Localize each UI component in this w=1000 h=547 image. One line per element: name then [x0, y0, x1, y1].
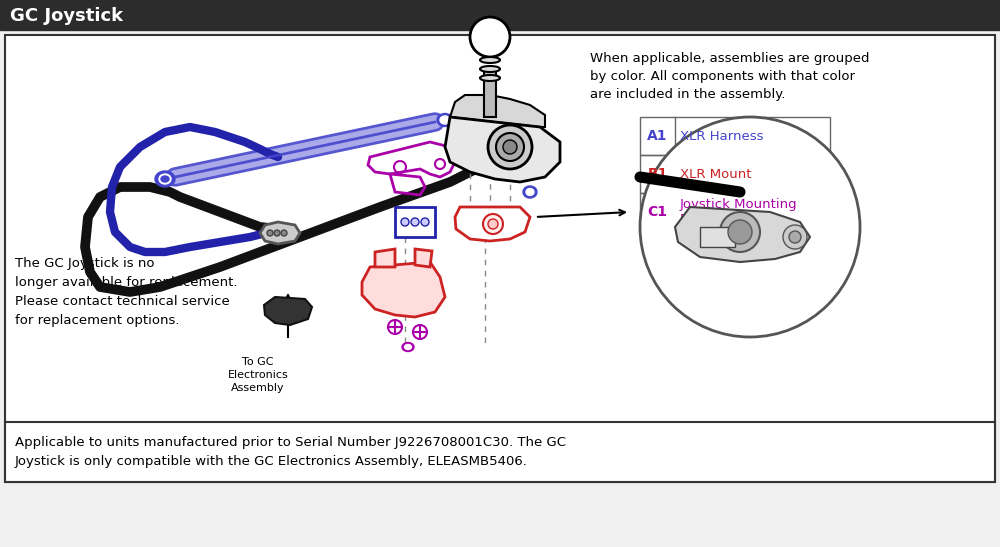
Text: The GC Joystick is no
longer available for replacement.
Please contact technical: The GC Joystick is no longer available f…	[15, 257, 238, 327]
Circle shape	[789, 231, 801, 243]
Text: GC Joystick: GC Joystick	[10, 7, 123, 25]
Circle shape	[267, 230, 273, 236]
Text: C1: C1	[648, 205, 668, 219]
Text: XLR Harness: XLR Harness	[680, 130, 764, 143]
Polygon shape	[260, 222, 300, 244]
Circle shape	[411, 218, 419, 226]
Circle shape	[388, 320, 402, 334]
Bar	[484, 67, 496, 117]
Text: Applicable to units manufactured prior to Serial Number J9226708001C30. The GC
J: Applicable to units manufactured prior t…	[15, 436, 566, 468]
Polygon shape	[675, 207, 810, 262]
Bar	[5, 35, 995, 482]
Ellipse shape	[480, 57, 500, 63]
Circle shape	[483, 214, 503, 234]
Bar	[640, 155, 830, 193]
Ellipse shape	[404, 345, 412, 350]
Text: A1: A1	[647, 129, 668, 143]
Polygon shape	[362, 262, 445, 317]
Polygon shape	[445, 117, 560, 182]
Text: XLR Mount: XLR Mount	[680, 167, 752, 181]
Ellipse shape	[159, 174, 171, 184]
Bar	[640, 117, 830, 155]
Ellipse shape	[480, 75, 500, 81]
Text: B1: B1	[647, 167, 668, 181]
Ellipse shape	[480, 66, 500, 72]
Bar	[395, 207, 435, 237]
Circle shape	[496, 133, 524, 161]
Circle shape	[640, 117, 860, 337]
Ellipse shape	[523, 186, 537, 198]
Circle shape	[421, 218, 429, 226]
Circle shape	[720, 212, 760, 252]
Ellipse shape	[402, 342, 414, 352]
Text: To GC
Electronics
Assembly: To GC Electronics Assembly	[228, 357, 288, 393]
Circle shape	[728, 220, 752, 244]
Circle shape	[413, 325, 427, 339]
Circle shape	[488, 219, 498, 229]
Bar	[700, 227, 735, 247]
Ellipse shape	[155, 171, 175, 187]
Bar	[640, 193, 830, 231]
Polygon shape	[264, 297, 312, 325]
Text: When applicable, assemblies are grouped
by color. All components with that color: When applicable, assemblies are grouped …	[590, 52, 870, 101]
Bar	[0, 0, 1000, 30]
Circle shape	[783, 225, 807, 249]
Circle shape	[274, 230, 280, 236]
Text: Joystick Mounting
Bracket: Joystick Mounting Bracket	[680, 198, 798, 226]
Polygon shape	[450, 95, 545, 127]
Polygon shape	[375, 249, 395, 267]
Polygon shape	[455, 207, 530, 241]
Circle shape	[401, 218, 409, 226]
Ellipse shape	[440, 116, 450, 124]
Polygon shape	[415, 249, 432, 267]
Circle shape	[503, 140, 517, 154]
Ellipse shape	[526, 189, 534, 195]
Circle shape	[488, 125, 532, 169]
Circle shape	[470, 17, 510, 57]
Bar	[5, 422, 995, 482]
Circle shape	[281, 230, 287, 236]
Ellipse shape	[161, 176, 169, 182]
Ellipse shape	[437, 113, 453, 126]
